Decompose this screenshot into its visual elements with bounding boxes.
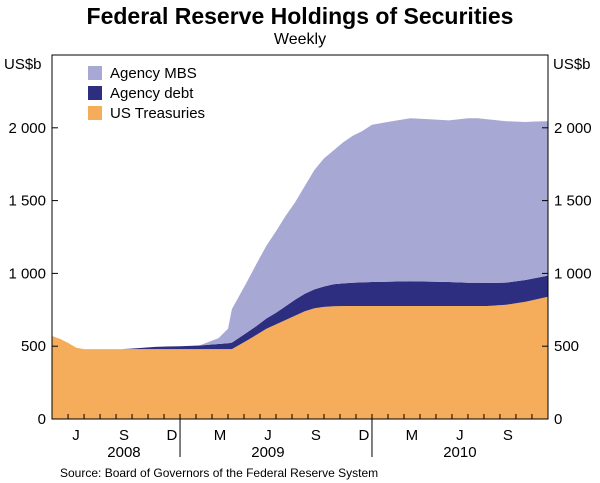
legend-label: US Treasuries [110,105,205,122]
x-year-label: 2010 [443,444,476,461]
area-agency-debt [52,275,548,350]
x-month-label: J [72,427,80,444]
x-year-label: 2009 [251,444,284,461]
x-month-label: M [214,427,227,444]
legend-swatch [88,86,102,100]
y-tick-label-right: 1 500 [554,193,592,210]
legend-label: Agency debt [110,85,194,102]
y-tick-label-right: 0 [554,411,562,428]
y-tick-label-left: 500 [21,338,46,355]
y-tick-label-left: 1 000 [8,265,46,282]
chart-title: Federal Reserve Holdings of Securities [87,3,514,29]
legend: Agency MBS Agency debt US Treasuries [88,65,205,122]
y-tick-label-right: 2 000 [554,120,592,137]
chart-subtitle: Weekly [274,31,326,48]
x-month-label: S [119,427,129,444]
legend-swatch [88,66,102,80]
x-month-label: S [503,427,513,444]
y-axis-unit-left: US$b [4,56,42,73]
y-tick-label-left: 2 000 [8,120,46,137]
x-year-label: 2008 [107,444,140,461]
series-areas [52,118,548,419]
source-note: Source: Board of Governors of the Federa… [60,466,378,480]
y-tick-label-left: 0 [38,411,46,428]
legend-swatch [88,106,102,120]
axis-ticks: 0 0 500 500 1 000 1 000 1 500 1 500 2 000 2 000 J S… [8,120,591,461]
x-month-label: D [167,427,178,444]
x-month-label: J [264,427,272,444]
x-month-label: S [311,427,321,444]
y-tick-label-right: 500 [554,338,579,355]
x-month-label: D [358,427,369,444]
area-agency-mbs [52,118,548,350]
y-axis-unit-right: US$b [553,56,591,73]
plot-frame [51,54,549,420]
y-tick-label-right: 1 000 [554,265,592,282]
area-us-treasuries [52,296,548,419]
x-month-label: M [406,427,419,444]
legend-label: Agency MBS [110,65,197,82]
y-tick-label-left: 1 500 [8,193,46,210]
x-month-label: J [456,427,464,444]
